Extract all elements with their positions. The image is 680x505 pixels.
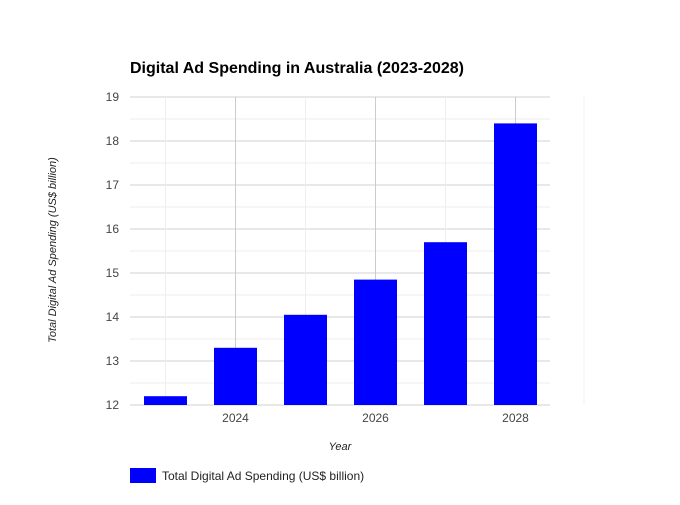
bar-2028 (494, 123, 537, 406)
chart-title: Digital Ad Spending in Australia (2023-2… (130, 60, 464, 77)
bar-2023 (144, 396, 187, 405)
grid (130, 96, 585, 406)
x-tick-label: 2026 (362, 411, 389, 425)
y-tick-label: 12 (106, 398, 120, 412)
bar-2026 (354, 279, 397, 405)
legend-label: Total Digital Ad Spending (US$ billion) (162, 469, 364, 483)
y-tick-label: 19 (106, 90, 120, 104)
y-tick-label: 14 (106, 310, 120, 324)
legend: Total Digital Ad Spending (US$ billion) (130, 468, 364, 483)
bar-2024 (214, 347, 257, 405)
y-axis-title: Total Digital Ad Spending (US$ billion) (47, 157, 59, 343)
x-axis-title: Year (329, 441, 353, 453)
legend-swatch (130, 468, 156, 483)
bar-2027 (424, 242, 467, 405)
y-tick-label: 17 (106, 178, 120, 192)
bar-2025 (284, 314, 327, 405)
x-tick-label: 2028 (502, 411, 529, 425)
x-axis-ticks: 2024 2026 2028 (222, 411, 529, 425)
y-tick-label: 18 (106, 134, 120, 148)
y-tick-label: 16 (106, 222, 120, 236)
y-tick-label: 15 (106, 266, 120, 280)
y-tick-label: 13 (106, 354, 120, 368)
bars (144, 123, 537, 406)
y-axis-ticks: 12 13 14 15 16 17 18 19 (106, 90, 120, 412)
x-tick-label: 2024 (222, 411, 249, 425)
